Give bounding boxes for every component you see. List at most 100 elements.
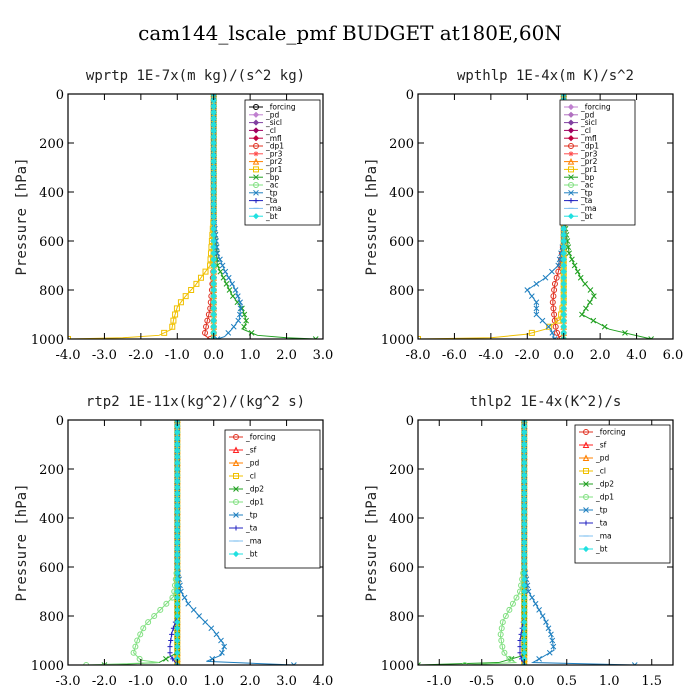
series-marker — [174, 545, 181, 552]
series-marker — [551, 311, 558, 318]
series-marker — [174, 643, 181, 650]
y-tick-label: 800 — [389, 284, 414, 299]
series-marker — [549, 268, 555, 275]
series-marker — [574, 268, 581, 275]
legend-entry: _sicl — [249, 118, 282, 127]
legend-label: _ac — [580, 181, 593, 190]
series-marker — [232, 287, 239, 293]
series-marker — [521, 643, 528, 650]
legend-entry: _mfl — [249, 134, 282, 143]
legend-label: _pd — [245, 459, 260, 468]
series-marker — [174, 533, 181, 540]
series-marker — [591, 293, 597, 299]
legend-label: _dp2 — [595, 480, 614, 489]
series-line — [68, 94, 215, 339]
series-marker — [560, 323, 567, 330]
legend-entry: _forcing — [229, 433, 276, 442]
series-marker — [170, 317, 177, 324]
panel-3: rtp2 1E-11x(kg^2)/(kg^2 s) Pressure [hPa]… — [14, 394, 333, 689]
series-marker — [237, 305, 244, 312]
legend-entry: _dp1 — [564, 142, 599, 151]
panel-4: thlp2 1E-4x(K^2)/s Pressure [hPa] -1.0 -0.5… — [364, 394, 674, 689]
legend-label: _pr3 — [580, 149, 598, 158]
series-marker — [174, 600, 181, 607]
series-marker — [524, 287, 531, 293]
legend-label: _mfl — [580, 134, 597, 143]
legend-entry: _cl — [229, 472, 256, 481]
series-marker — [210, 97, 217, 104]
series-marker — [174, 539, 181, 546]
series-marker — [555, 262, 562, 269]
series-marker — [560, 268, 567, 275]
legend-label: _bt — [595, 545, 608, 554]
y-tick-label: 200 — [39, 463, 64, 478]
series-marker — [210, 286, 217, 294]
series-marker — [229, 281, 236, 287]
legend-entry: _cl — [564, 126, 591, 135]
series-marker — [174, 527, 181, 534]
series-line — [418, 420, 525, 665]
series-marker — [560, 250, 567, 257]
legend-entry: _bt — [249, 212, 278, 221]
legend-entry: _dp2 — [229, 485, 264, 494]
y-tick-label: 0 — [56, 414, 64, 429]
x-tick-label: -1.0 — [165, 348, 190, 363]
series-marker — [174, 472, 181, 479]
series-marker — [533, 299, 540, 306]
panel-title: rtp2 1E-11x(kg^2)/(kg^2 s) — [86, 394, 305, 410]
series-marker — [83, 662, 90, 665]
series-marker — [174, 582, 181, 589]
series-marker — [528, 293, 535, 299]
y-tick-label: 600 — [39, 561, 64, 576]
series-marker — [509, 600, 516, 607]
series-bt — [174, 420, 181, 665]
series-marker — [208, 625, 215, 632]
series-marker — [210, 268, 217, 275]
series-marker — [229, 293, 236, 299]
series-marker — [571, 262, 578, 269]
series-marker — [213, 631, 220, 638]
series-marker — [560, 225, 567, 232]
series-marker — [498, 625, 505, 632]
series-marker — [210, 164, 217, 171]
legend-entry: _sicl — [564, 118, 597, 127]
x-tick-label: 1.5 — [641, 674, 662, 689]
series-marker — [521, 465, 528, 473]
legend-label: _cl — [265, 126, 276, 135]
x-tick-label: 4.0 — [313, 674, 334, 689]
series-marker — [220, 274, 227, 281]
series-marker — [226, 287, 233, 293]
series-marker — [219, 649, 225, 656]
series-marker — [174, 594, 181, 601]
legend-label: _ta — [245, 524, 257, 533]
series-marker — [513, 594, 520, 601]
series-marker — [161, 329, 168, 336]
series-marker — [291, 662, 297, 665]
x-tick-label: -6.0 — [442, 348, 467, 363]
series-marker — [234, 293, 241, 299]
series-marker — [521, 551, 528, 558]
plot-frame — [417, 93, 674, 340]
legend-label: _ma — [595, 532, 612, 541]
legend-label: _pr1 — [580, 165, 598, 174]
legend-label: _bt — [245, 550, 258, 559]
series-marker — [137, 631, 144, 638]
series-marker — [210, 299, 217, 306]
series-marker — [210, 176, 217, 183]
series-marker — [524, 582, 531, 589]
series-marker — [506, 606, 513, 613]
series-marker — [174, 606, 181, 613]
series-marker — [521, 508, 528, 515]
legend-label: _pr1 — [265, 165, 283, 174]
series-marker — [210, 237, 217, 245]
legend-entry: _bt — [564, 212, 593, 221]
legend-label: _dp1 — [580, 142, 599, 151]
series-marker — [521, 514, 528, 522]
legend-entry: _cl — [249, 126, 276, 135]
series-marker — [174, 612, 181, 620]
series-marker — [174, 484, 181, 491]
series-marker — [521, 472, 528, 479]
series-marker — [551, 336, 558, 339]
series-marker — [210, 305, 217, 312]
series-marker — [521, 420, 528, 423]
